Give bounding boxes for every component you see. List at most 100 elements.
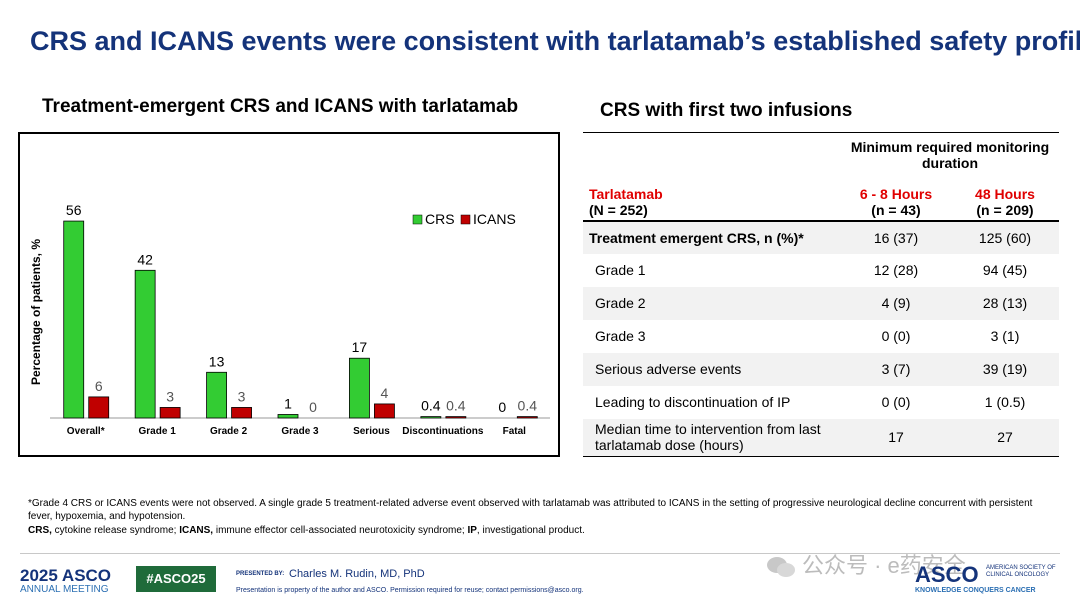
bar-crs-0 — [63, 220, 85, 419]
data-label-icans-4: 4 — [381, 385, 389, 401]
x-tick-label: Grade 1 — [139, 426, 177, 437]
col-6-8h-n: (n = 43) — [871, 201, 921, 218]
bar-icans-1 — [159, 407, 181, 419]
data-label-crs-0: 56 — [66, 202, 82, 218]
row-label: Treatment emergent CRS, n (%)* — [583, 220, 841, 254]
data-label-icans-0: 6 — [95, 378, 103, 394]
cell-6-8h: 16 (37) — [841, 220, 951, 254]
cell-6-8h: 3 (7) — [841, 352, 951, 386]
x-tick-label: Overall* — [67, 426, 105, 437]
cell-48h: 27 — [951, 418, 1059, 457]
cell-6-8h: 4 (9) — [841, 286, 951, 320]
drug-label: Tarlatamab — [589, 185, 663, 202]
data-label-icans-6: 0.4 — [518, 398, 538, 414]
chart-heading: Treatment-emergent CRS and ICANS with ta… — [42, 96, 519, 117]
property-notice: Presentation is property of the author a… — [236, 587, 584, 594]
cell-6-8h: 0 (0) — [881, 394, 911, 410]
bar-crs-5 — [420, 416, 442, 419]
row-label-line1: Median time to intervention from last — [595, 421, 821, 438]
asco-society-name: AMERICAN SOCIETY OF CLINICAL ONCOLOGY — [986, 565, 1056, 578]
data-label-icans-3: 0 — [309, 399, 317, 415]
drug-n: (N = 252) — [589, 201, 648, 218]
cell-48h: 3 (1) — [990, 328, 1020, 344]
abbr-crs: CRS, — [28, 525, 52, 536]
cell-48h: 39 (19) — [951, 352, 1059, 386]
wechat-watermark: 公众号 · e药安全 — [766, 548, 966, 580]
row-label: Leading to discontinuation of IP — [595, 394, 791, 410]
hashtag-badge: #ASCO25 — [136, 566, 216, 592]
col-6-8h-label: 6 - 8 Hours — [859, 185, 933, 202]
cell-48h: 94 (45) — [982, 262, 1028, 278]
data-label-crs-5: 0.4 — [421, 398, 441, 414]
bar-crs-4 — [349, 357, 370, 419]
col-48h-n: (n = 209) — [976, 201, 1034, 218]
asco-tagline: KNOWLEDGE CONQUERS CANCER — [915, 587, 1036, 594]
col-48h-label: 48 Hours — [975, 185, 1035, 202]
col-48h-header: 48 Hours (n = 209) — [951, 176, 1059, 222]
col-6-8h-header: 6 - 8 Hours (n = 43) — [841, 176, 951, 222]
cell-6-8h: 12 (28) — [873, 262, 919, 278]
y-axis-label: Percentage of patients, % — [29, 239, 43, 385]
wechat-icon — [767, 557, 795, 578]
row-label: Median time to intervention from last ta… — [583, 418, 841, 457]
row-label: Grade 3 — [595, 328, 646, 344]
bar-icans-5 — [445, 416, 467, 419]
legend-swatch-crs — [412, 214, 423, 225]
annual-meeting-label: ANNUAL MEETING — [20, 584, 109, 595]
table-row: Leading to discontinuation of IP 0 (0) 1… — [583, 386, 1059, 419]
data-label-crs-1: 42 — [137, 251, 153, 267]
cell-48h: 125 (60) — [951, 220, 1059, 254]
data-label-icans-1: 3 — [166, 388, 174, 404]
legend-label-crs: CRS — [425, 211, 455, 227]
table-row: Grade 3 0 (0) 3 (1) — [583, 320, 1059, 353]
bar-crs-3 — [277, 414, 299, 419]
table-row: Serious adverse events 3 (7) 39 (19) — [583, 352, 1059, 386]
bar-chart-panel: Percentage of patients, % 56 6 Overall* 42 3 G… — [18, 132, 560, 457]
data-label-crs-4: 17 — [352, 339, 368, 355]
table-row: Grade 2 4 (9) 28 (13) — [583, 286, 1059, 320]
abbr-icans: ICANS, — [179, 525, 214, 536]
footnote-abbreviations: CRS, cytokine release syndrome; ICANS, i… — [28, 525, 585, 536]
table-header-row-1: Minimum required monitoring duration — [583, 132, 1059, 177]
footer-divider — [20, 553, 1060, 554]
x-tick-label: Fatal — [503, 426, 527, 437]
cell-6-8h: 17 — [841, 418, 951, 457]
row-label: Grade 2 — [583, 286, 841, 320]
table-header-row-2: Tarlatamab (N = 252) 6 - 8 Hours (n = 43… — [583, 176, 1059, 222]
bar-crs-2 — [206, 371, 227, 419]
slide-title: CRS and ICANS events were consistent wit… — [30, 26, 1080, 56]
crs-infusion-table: Minimum required monitoring duration Tar… — [583, 132, 1059, 457]
x-tick-label: Grade 2 — [210, 426, 248, 437]
data-label-icans-2: 3 — [238, 388, 246, 404]
table-row: Median time to intervention from last ta… — [583, 418, 1059, 457]
x-tick-label: Discontinuations — [402, 426, 484, 437]
data-label-crs-3: 1 — [284, 395, 292, 411]
presented-by-label: PRESENTED BY: — [236, 571, 285, 577]
bar-icans-0 — [88, 396, 110, 419]
cell-48h: 1 (0.5) — [984, 394, 1026, 410]
presenter-name: Charles M. Rudin, MD, PhD — [289, 568, 425, 580]
row-label: Grade 1 — [595, 262, 646, 278]
monitoring-duration-header: Minimum required monitoring duration — [841, 132, 1059, 177]
table-heading: CRS with first two infusions — [600, 100, 853, 121]
data-label-icans-5: 0.4 — [446, 398, 466, 414]
cell-6-8h: 0 (0) — [881, 328, 911, 344]
x-tick-label: Grade 3 — [281, 426, 319, 437]
table-row: Grade 1 12 (28) 94 (45) — [583, 254, 1059, 287]
table-row: Treatment emergent CRS, n (%)* 16 (37) 1… — [583, 220, 1059, 254]
asco-logo: ASCO — [915, 562, 979, 587]
footnote-grade4: *Grade 4 CRS or ICANS events were not ob… — [28, 498, 1033, 522]
legend-swatch-icans — [460, 214, 471, 225]
bar-icans-2 — [231, 407, 252, 419]
data-label-crs-2: 13 — [209, 353, 225, 369]
drug-header-cell: Tarlatamab (N = 252) — [583, 176, 841, 222]
bar-crs-1 — [134, 269, 156, 419]
row-label: Serious adverse events — [583, 352, 841, 386]
x-tick-label: Serious — [353, 426, 390, 437]
bar-chart: Percentage of patients, % 56 6 Overall* 42 3 G… — [29, 202, 550, 437]
bar-icans-4 — [374, 403, 395, 419]
bar-icans-6 — [516, 416, 538, 419]
footnote: *Grade 4 CRS or ICANS events were not ob… — [28, 497, 1058, 538]
data-label-crs-6: 0 — [498, 399, 506, 415]
abbr-ip: IP — [467, 525, 477, 536]
